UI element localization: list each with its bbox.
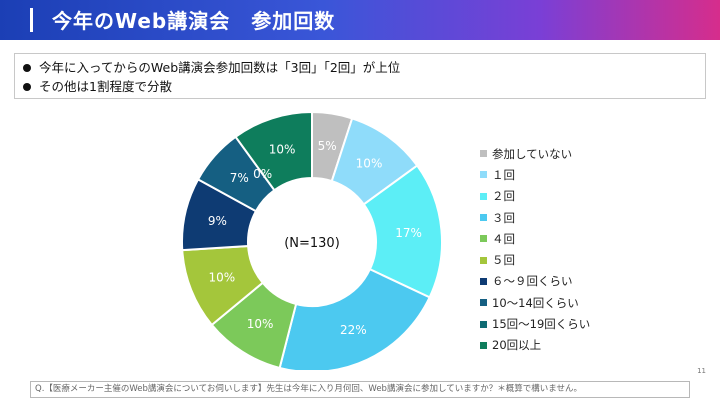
donut-slice — [234, 110, 313, 192]
chart-center-label: (N=130) — [284, 236, 340, 251]
bullet-icon — [23, 63, 31, 72]
legend-swatch — [480, 171, 487, 179]
bullet-icon — [23, 82, 31, 91]
chart-legend: 参加していない １回 ２回 ３回 ４回 ５回 ６～９回くらい 10～14回くらい 15回～19回… — [480, 143, 590, 356]
legend-label: 15回～19回くらい — [492, 317, 591, 332]
summary-box: 今年に入ってからのWeb講演会参加回数は「3回」「2回」が上位 その他は1割程度… — [14, 53, 706, 99]
legend-item: 15回～19回くらい — [480, 313, 590, 334]
legend-item: ２回 — [480, 186, 590, 207]
legend-label: ５回 — [492, 253, 515, 268]
legend-swatch — [480, 320, 487, 328]
legend-item: ６～９回くらい — [480, 271, 590, 292]
summary-text: 今年に入ってからのWeb講演会参加回数は「3回」「2回」が上位 — [39, 60, 401, 75]
legend-swatch — [480, 256, 487, 264]
legend-item: ３回 — [480, 207, 590, 228]
slice-data-label: 7% — [230, 171, 249, 185]
legend-swatch — [480, 214, 487, 222]
legend-label: ４回 — [492, 231, 515, 246]
donut-slice — [278, 267, 431, 370]
legend-swatch — [480, 235, 487, 243]
page-number: 11 — [697, 367, 706, 375]
header-accent-bar — [30, 8, 33, 32]
legend-label: 20回以上 — [492, 338, 542, 353]
summary-text: その他は1割程度で分散 — [39, 79, 172, 94]
slice-data-label: 9% — [208, 214, 227, 228]
legend-item: 10～14回くらい — [480, 292, 590, 313]
legend-item: ４回 — [480, 228, 590, 249]
slice-data-label: 17% — [395, 226, 422, 240]
slice-data-label: 10% — [247, 317, 274, 331]
slice-data-label: 0% — [253, 167, 272, 181]
legend-swatch — [480, 299, 487, 307]
legend-item: １回 — [480, 164, 590, 185]
slice-data-label: 10% — [208, 271, 235, 285]
legend-swatch — [480, 150, 487, 158]
page-title: 今年のWeb講演会 参加回数 — [52, 9, 336, 33]
legend-item: 参加していない — [480, 143, 590, 164]
summary-line: その他は1割程度で分散 — [23, 77, 697, 96]
slice-data-label: 5% — [318, 139, 337, 153]
legend-swatch — [480, 341, 487, 349]
legend-label: 参加していない — [492, 146, 573, 161]
legend-swatch — [480, 277, 487, 285]
slice-data-label: 22% — [340, 323, 367, 337]
summary-line: 今年に入ってからのWeb講演会参加回数は「3回」「2回」が上位 — [23, 58, 697, 77]
question-footnote: Q.【医療メーカー主催のWeb講演会についてお伺いします】先生は今年に入り月何回… — [30, 381, 690, 398]
legend-label: １回 — [492, 167, 515, 182]
legend-swatch — [480, 192, 487, 200]
slice-data-label: 10% — [269, 143, 296, 157]
slice-data-label: 10% — [356, 157, 383, 171]
header-banner: 今年のWeb講演会 参加回数 — [0, 0, 720, 40]
legend-label: ６～９回くらい — [492, 274, 573, 289]
legend-label: ２回 — [492, 189, 515, 204]
legend-label: ３回 — [492, 210, 515, 225]
donut-chart: 5% 10% 17% 22% 10% 10% 9% 7% 0% 10% (N=130) — [181, 110, 443, 370]
legend-item: ５回 — [480, 249, 590, 270]
legend-item: 20回以上 — [480, 335, 590, 356]
legend-label: 10～14回くらい — [492, 295, 579, 310]
